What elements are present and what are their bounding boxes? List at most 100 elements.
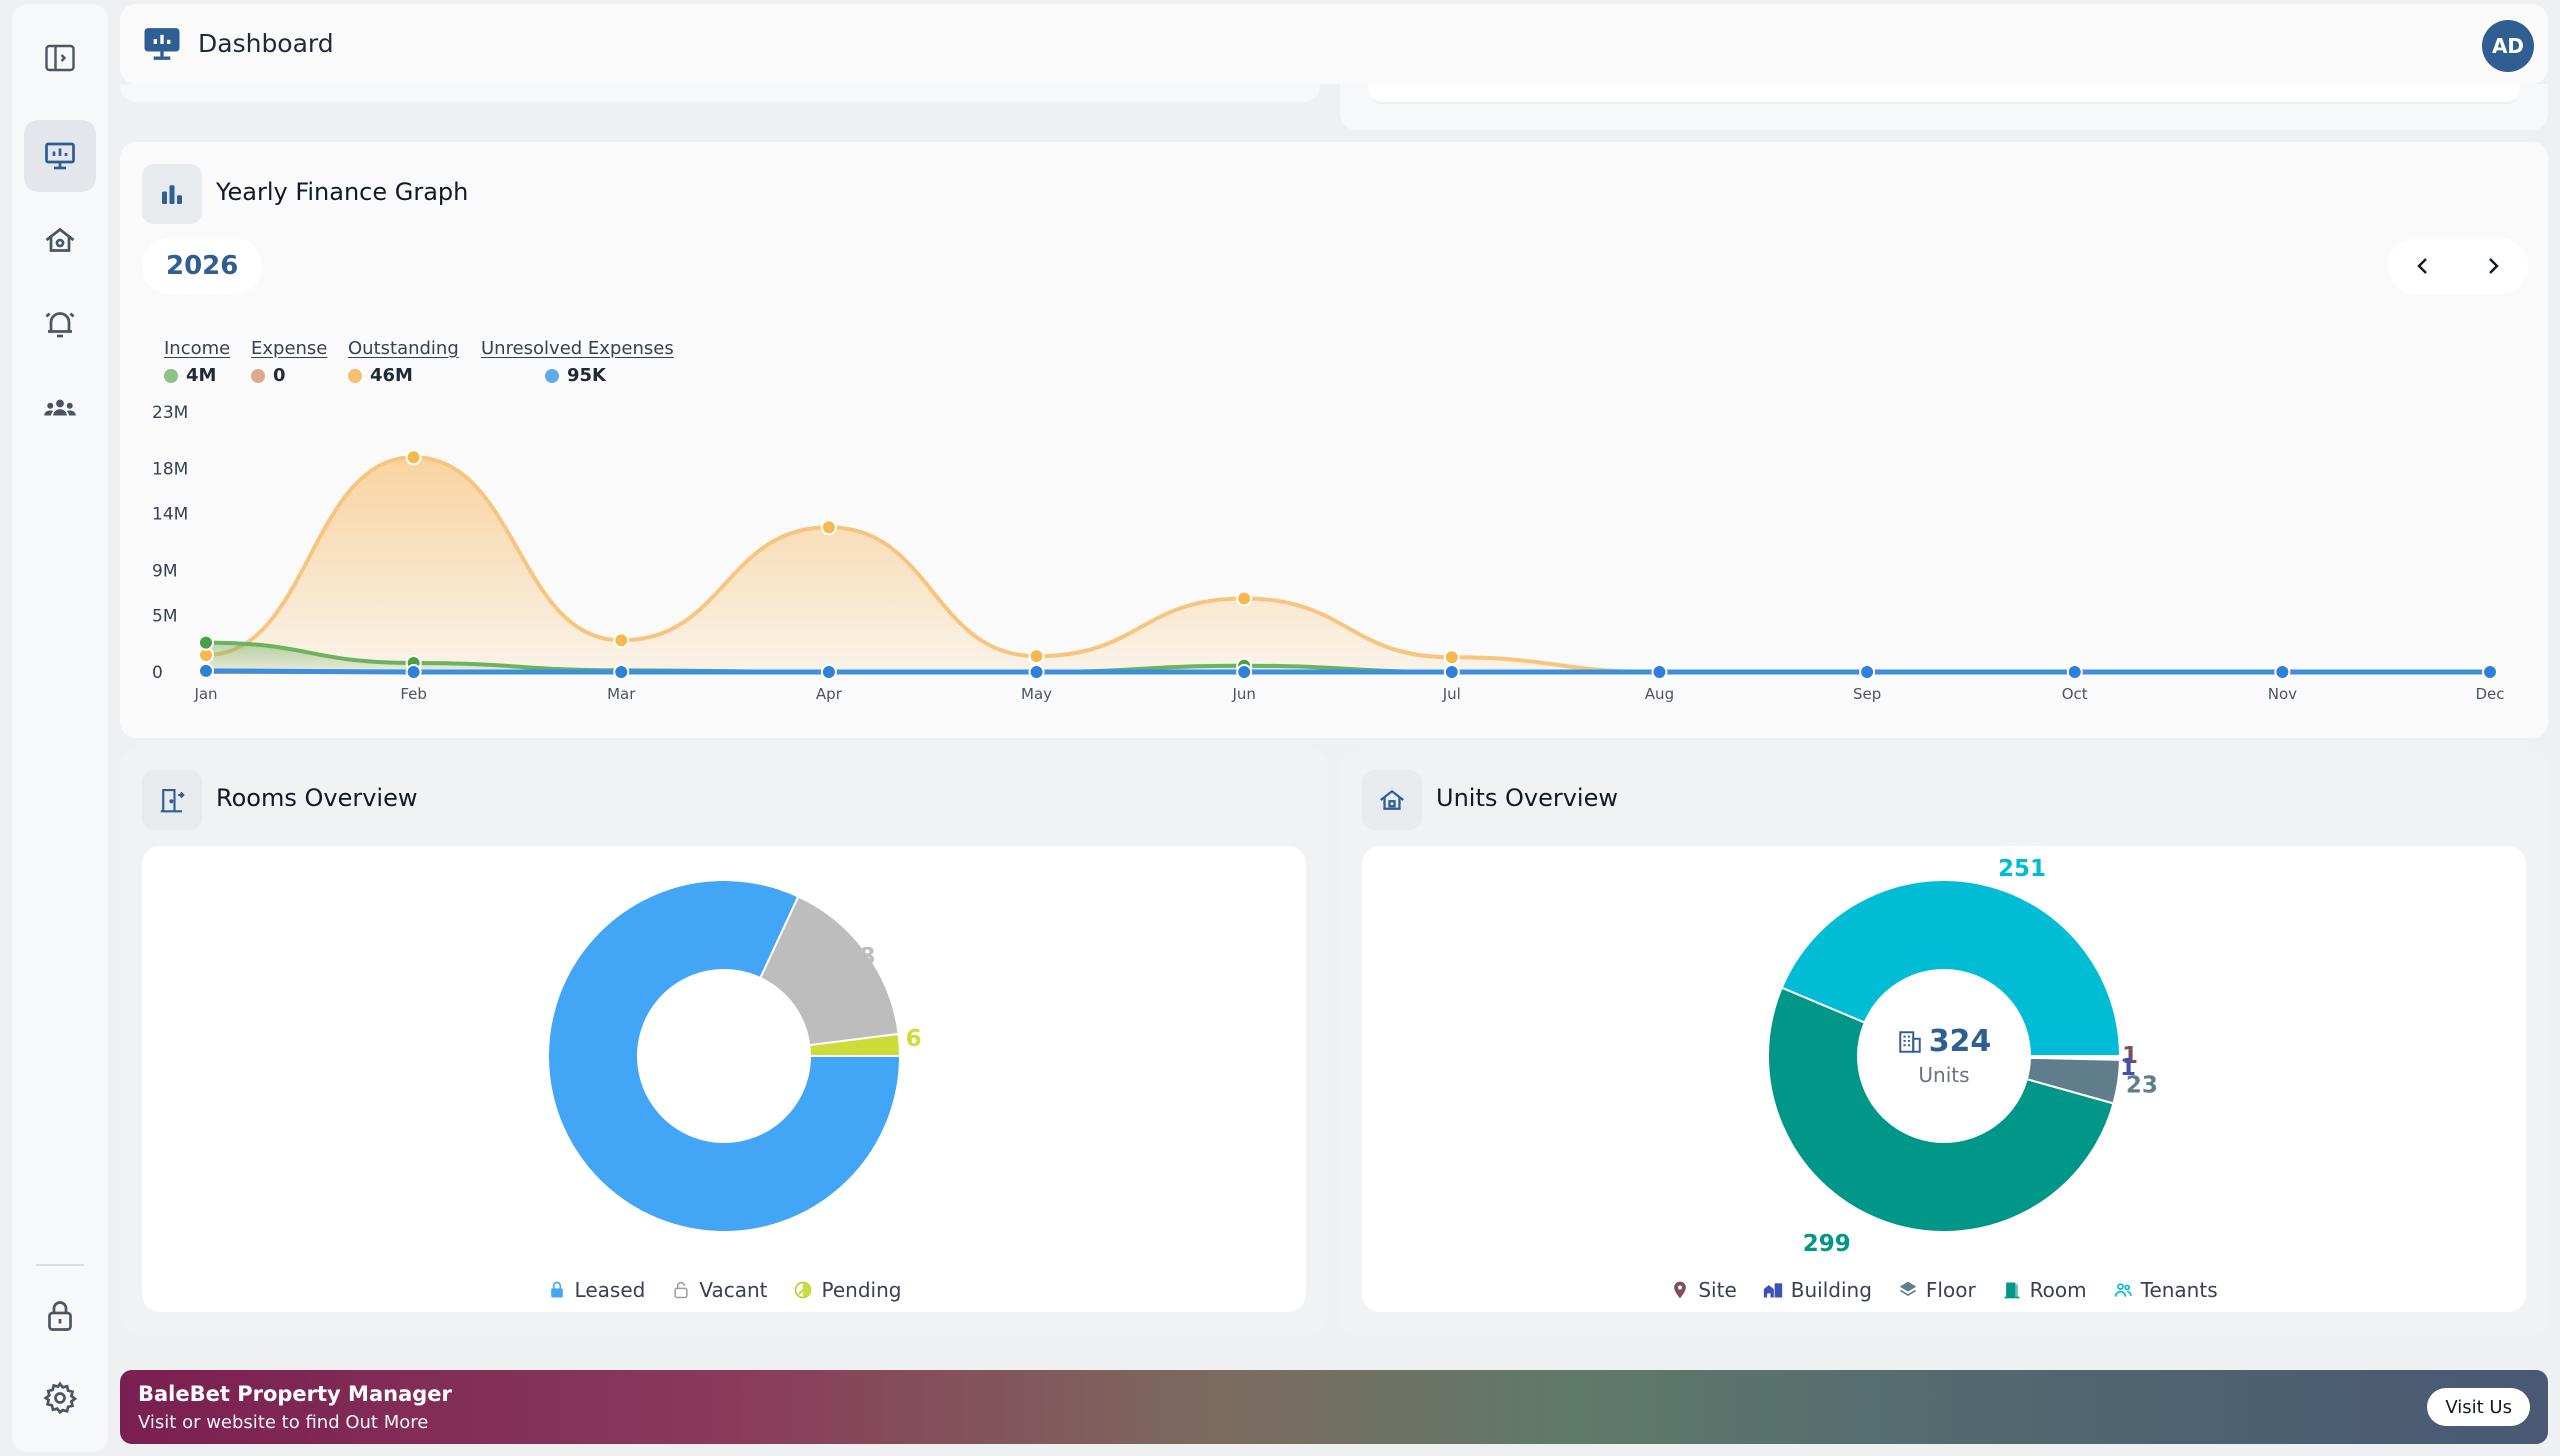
legend-leased[interactable]: Leased: [547, 1278, 645, 1302]
sidebar-item-dashboard[interactable]: [24, 120, 96, 192]
next-year-button[interactable]: [2473, 246, 2513, 286]
rooms-chart-panel: 245 48 6 Leased Vacant Pending: [142, 846, 1306, 1312]
series-line-unresolved-expenses: [205, 668, 2490, 675]
year-navigation: [2388, 238, 2528, 294]
x-tick-label: Jan: [193, 685, 217, 703]
slice-label-building: 1: [2120, 1055, 2136, 1081]
sidebar-item-lock[interactable]: [24, 1280, 96, 1352]
legend-site[interactable]: Site: [1670, 1278, 1737, 1302]
rooms-overview-card: Rooms Overview 245 48 6 Leased Vacant Pend…: [120, 750, 1328, 1334]
data-point-outstanding[interactable]: [820, 519, 837, 536]
units-center-label: Units: [1918, 1063, 1970, 1087]
data-point-outstanding[interactable]: [1028, 648, 1045, 665]
avatar[interactable]: AD: [2482, 20, 2534, 72]
slice-tenants[interactable]: [1780, 879, 2122, 1057]
x-tick-label: Jul: [1442, 685, 1461, 703]
chevron-right-icon: [2489, 258, 2499, 274]
year-selector[interactable]: 2026: [142, 238, 263, 294]
legend-unresolved-expenses[interactable]: Unresolved Expenses 95K: [481, 338, 674, 386]
x-tick-label: Aug: [1645, 685, 1674, 703]
units-overview-card: Units Overview 1 1 23 299 251 324 Units Site…: [1340, 750, 2548, 1334]
data-point-outstanding[interactable]: [1236, 590, 1253, 607]
data-point-unresolved-expenses[interactable]: [1236, 664, 1253, 680]
data-point-unresolved-expenses[interactable]: [405, 664, 422, 680]
banner-title: BaleBet Property Manager: [138, 1382, 452, 1406]
x-tick-label: Nov: [2268, 685, 2297, 703]
slice-room[interactable]: [1767, 986, 2115, 1234]
people-icon: [2114, 1283, 2132, 1297]
expense-dot: [251, 368, 265, 383]
legend-pending[interactable]: Pending: [793, 1278, 901, 1302]
sidebar: [12, 4, 108, 1452]
data-point-unresolved-expenses[interactable]: [613, 664, 630, 680]
slice-label-room: 299: [1803, 1231, 1851, 1257]
data-point-income[interactable]: [198, 634, 214, 651]
sidebar-item-users[interactable]: [24, 372, 96, 444]
slice-label-pending: 6: [906, 1026, 922, 1052]
gear-icon: [43, 1381, 78, 1415]
previous-year-button[interactable]: [2403, 246, 2443, 286]
legend-building[interactable]: Building: [1763, 1278, 1872, 1302]
slice-pending[interactable]: [808, 1032, 902, 1057]
lock-icon: [550, 1281, 563, 1298]
data-point-unresolved-expenses[interactable]: [2482, 664, 2498, 680]
y-tick-label: 5M: [152, 606, 177, 626]
data-point-unresolved-expenses[interactable]: [2274, 664, 2291, 680]
card-peek-right: [1340, 84, 2548, 130]
sidebar-item-settings[interactable]: [24, 1362, 96, 1434]
data-point-unresolved-expenses[interactable]: [2066, 664, 2083, 680]
legend-vacant[interactable]: Vacant: [671, 1278, 767, 1302]
data-point-unresolved-expenses[interactable]: [1651, 664, 1668, 680]
home-icon: [1380, 789, 1404, 810]
data-point-unresolved-expenses[interactable]: [1859, 664, 1876, 680]
visit-us-button[interactable]: Visit Us: [2427, 1388, 2530, 1426]
series-area-income: [206, 642, 2490, 672]
sidebar-toggle-icon: [45, 44, 75, 72]
promo-banner: BaleBet Property Manager Visit or websit…: [120, 1370, 2548, 1444]
pending-icon: [795, 1281, 812, 1299]
rooms-legend: Leased Vacant Pending: [142, 1278, 1306, 1302]
sidebar-divider: [36, 1264, 84, 1266]
unresolved-dot: [545, 368, 559, 383]
finance-card-icon-box: [142, 164, 202, 224]
units-total-value: 324: [1928, 1024, 1992, 1059]
legend-outstanding[interactable]: Outstanding 46M: [348, 338, 459, 386]
units-chart-panel: 1 1 23 299 251 324 Units Site Building Floor…: [1362, 846, 2526, 1312]
slice-label-vacant: 48: [843, 944, 875, 970]
rooms-donut-chart: 245 48 6: [547, 879, 922, 1233]
y-tick-label: 9M: [152, 561, 177, 581]
property-icon: [45, 227, 75, 252]
x-tick-label: Oct: [2062, 685, 2088, 703]
dashboard-icon: [45, 142, 75, 170]
bar-chart-icon: [162, 185, 182, 204]
rooms-card-icon-box: [142, 770, 202, 830]
alarm-icon: [45, 312, 75, 338]
data-point-unresolved-expenses[interactable]: [820, 664, 837, 680]
finance-area-chart: 23M 18M 14M 9M 5M 0 Jan Feb Mar Apr May Jun Jul Aug S…: [152, 403, 2505, 703]
data-point-outstanding[interactable]: [405, 449, 422, 466]
x-tick-label: Jun: [1231, 685, 1255, 703]
data-point-outstanding[interactable]: [613, 632, 630, 649]
sidebar-item-alerts[interactable]: [24, 288, 96, 360]
users-icon: [44, 399, 76, 416]
data-point-unresolved-expenses[interactable]: [1443, 664, 1460, 680]
legend-expense[interactable]: Expense 0: [251, 338, 328, 386]
slice-leased[interactable]: [547, 879, 902, 1233]
legend-tenants[interactable]: Tenants: [2113, 1278, 2218, 1302]
rooms-card-title: Rooms Overview: [216, 784, 418, 812]
sidebar-toggle-button[interactable]: [24, 22, 96, 94]
legend-income[interactable]: Income 4M: [164, 338, 231, 386]
data-point-outstanding[interactable]: [1443, 649, 1460, 666]
units-legend: Site Building Floor Room Tenants: [1362, 1278, 2526, 1302]
x-tick-label: Feb: [400, 685, 427, 703]
layers-icon: [1899, 1281, 1917, 1296]
data-point-unresolved-expenses[interactable]: [198, 662, 214, 679]
legend-floor[interactable]: Floor: [1898, 1278, 1976, 1302]
y-tick-label: 14M: [152, 505, 188, 525]
legend-room[interactable]: Room: [2002, 1278, 2087, 1302]
slice-vacant[interactable]: [758, 895, 900, 1047]
x-tick-label: May: [1021, 685, 1052, 703]
card-peek-left: [120, 84, 1320, 102]
data-point-unresolved-expenses[interactable]: [1028, 664, 1045, 680]
sidebar-item-properties[interactable]: [24, 204, 96, 276]
